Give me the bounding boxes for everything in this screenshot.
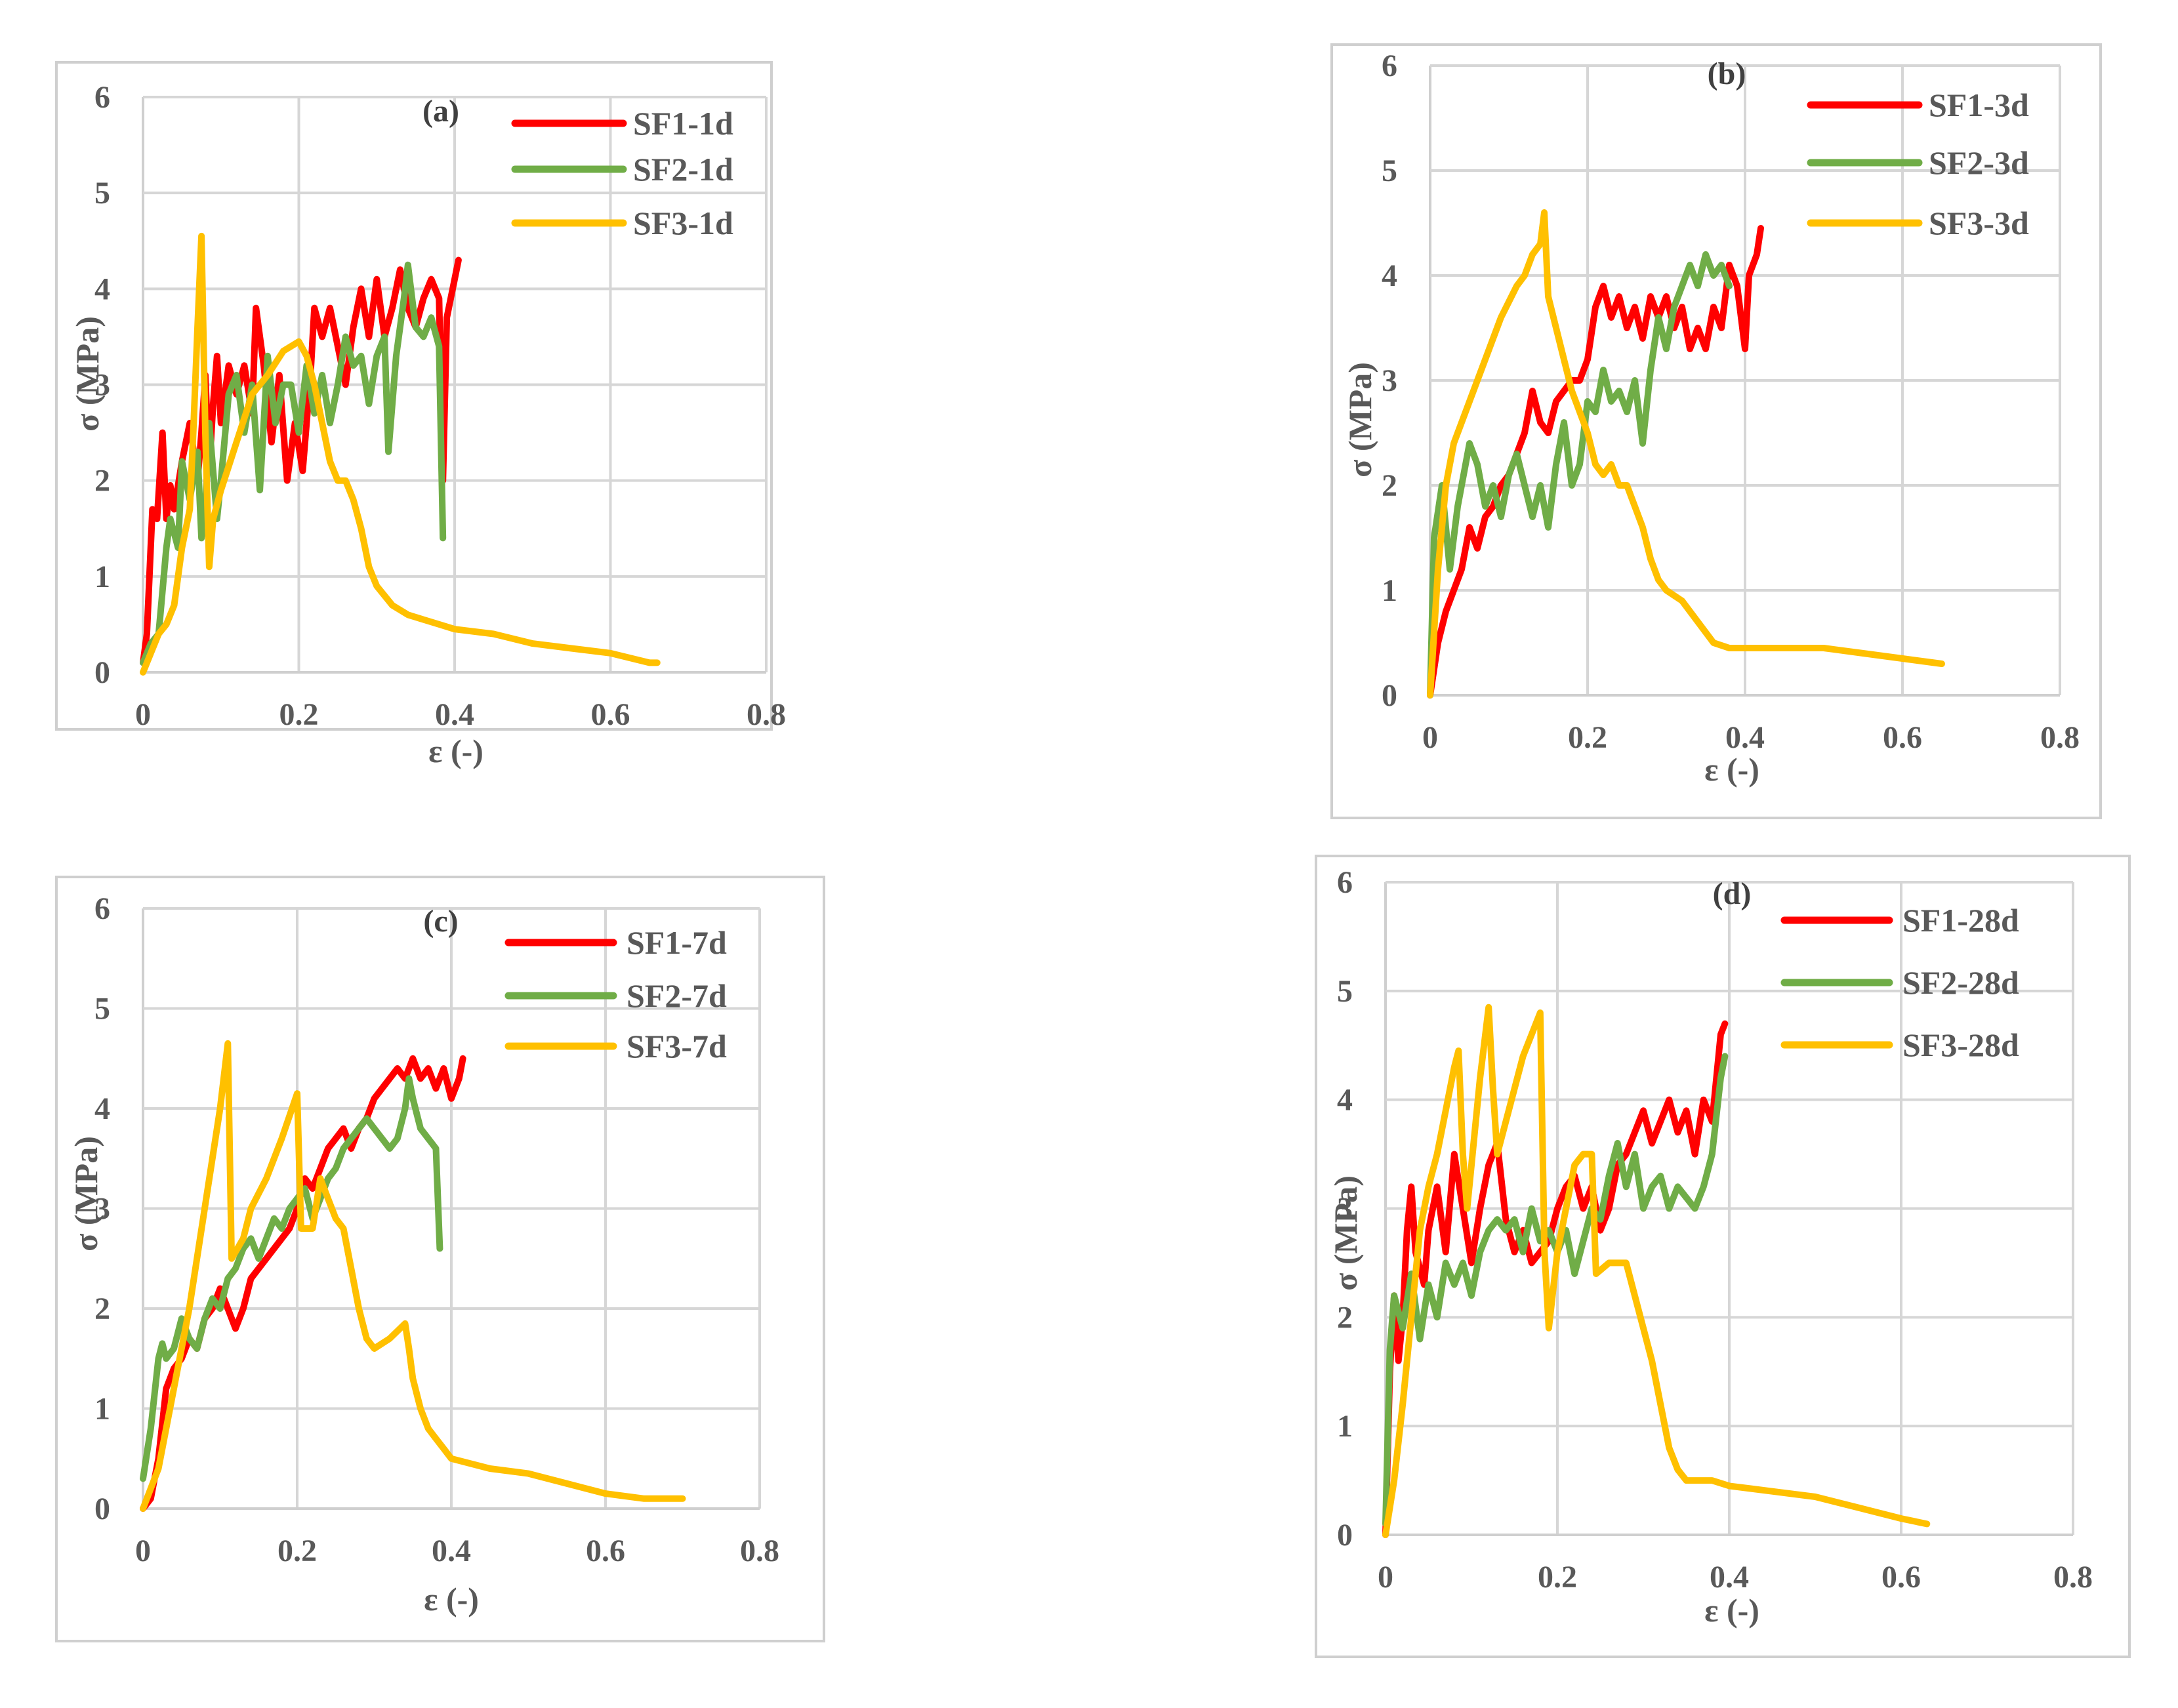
y-tick-label: 2 (1382, 468, 1397, 503)
x-tick-label: 0.2 (279, 697, 319, 732)
y-tick-label: 2 (94, 464, 110, 498)
legend-label: SF2-3d (1929, 144, 2029, 181)
panel-label: (b) (1708, 56, 1746, 91)
x-tick-label: 0.8 (747, 697, 786, 732)
y-tick-label: 3 (94, 368, 110, 403)
x-tick-label: 0.6 (591, 697, 630, 732)
y-tick-label: 0 (1337, 1518, 1353, 1553)
x-tick-label: 0.6 (1883, 720, 1922, 755)
x-tick-label: 0.4 (1710, 1560, 1749, 1595)
y-tick-label: 5 (94, 176, 110, 211)
y-tick-label: 6 (94, 891, 110, 926)
y-tick-label: 2 (1337, 1300, 1353, 1335)
x-tick-label: 0 (1422, 720, 1438, 755)
x-tick-label: 0.2 (277, 1534, 317, 1568)
x-tick-label: 0.8 (2040, 720, 2080, 755)
x-tick-label: 0.6 (586, 1534, 625, 1568)
legend-label: SF1-3d (1929, 87, 2029, 123)
x-tick-label: 0.8 (740, 1534, 779, 1568)
y-tick-label: 6 (94, 80, 110, 115)
x-tick-label: 0 (135, 1534, 151, 1568)
y-tick-label: 6 (1382, 49, 1397, 83)
series-line-SF3-28d (1382, 1004, 1931, 1538)
legend-label: SF1-1d (633, 105, 733, 142)
y-tick-label: 5 (1337, 974, 1353, 1009)
panel-label: (d) (1713, 876, 1752, 911)
series-line-SF3-1d (140, 232, 661, 676)
series-line-SF2-28d (1382, 1053, 1729, 1528)
series-line-SF1-3d (1427, 225, 1764, 699)
x-tick-label: 0 (135, 697, 151, 732)
y-tick-label: 4 (94, 1091, 110, 1126)
y-tick-label: 0 (1382, 678, 1397, 713)
series-line-SF2-3d (1427, 251, 1733, 699)
chart-panel-c: 0 0.2 0.4 0.6 0.8 0 1 2 3 4 5 6 ε (-) σ (MPa) (c) SF1-7… (55, 876, 825, 1642)
y-tick-label: 3 (1337, 1192, 1353, 1227)
legend-label: SF2-28d (1902, 964, 2019, 1001)
y-tick-label: 1 (94, 1392, 110, 1427)
y-axis-title: σ (MPa) (68, 1136, 104, 1251)
legend-label: SF3-3d (1929, 205, 2029, 241)
y-axis-title: σ (MPa) (1327, 1175, 1364, 1291)
x-tick-label: 0.2 (1568, 720, 1607, 755)
legend-label: SF3-28d (1902, 1027, 2019, 1063)
x-tick-label: 0.4 (1725, 720, 1765, 755)
y-axis-title: σ (MPa) (1342, 362, 1378, 478)
x-tick-label: 0.4 (432, 1534, 471, 1568)
series-line-SF3-3d (1427, 209, 1945, 699)
panel-label: (a) (422, 94, 459, 129)
y-tick-label: 6 (1337, 865, 1353, 900)
legend-label: SF3-1d (633, 205, 733, 241)
y-tick-label: 4 (1337, 1083, 1353, 1118)
legend-label: SF1-7d (627, 924, 727, 961)
y-tick-label: 4 (1382, 258, 1397, 293)
y-tick-label: 3 (1382, 363, 1397, 398)
y-tick-label: 1 (1337, 1409, 1353, 1444)
chart-panel-a: 0 0.2 0.4 0.6 0.8 0 1 2 3 4 5 6 ε (-) σ (MPa) (a) SF1-1… (55, 61, 786, 769)
panel-frame (55, 876, 825, 1642)
x-axis-title: ε (-) (424, 1581, 479, 1617)
panel-frame (1315, 855, 2131, 1658)
x-tick-label: 0.4 (435, 697, 474, 732)
chart-panel-b: 0 0.2 0.4 0.6 0.8 0 1 2 3 4 5 6 ε (-) σ (MPa) (b) SF1-3… (1330, 43, 2102, 819)
y-tick-label: 0 (94, 655, 110, 690)
y-tick-label: 5 (1382, 153, 1397, 188)
chart-panel-d: 0 0.2 0.4 0.6 0.8 0 1 2 3 4 5 6 ε (-) σ (MPa) (d) SF1-2… (1315, 855, 2131, 1658)
panel-label: (c) (423, 904, 458, 939)
series-line-SF2-7d (140, 1075, 443, 1482)
y-axis-title: σ (MPa) (69, 316, 106, 432)
x-tick-label: 0.8 (2053, 1560, 2093, 1595)
y-tick-label: 4 (94, 272, 110, 306)
legend-label: SF2-1d (633, 151, 733, 188)
x-tick-label: 0.6 (1881, 1560, 1921, 1595)
y-tick-label: 1 (94, 559, 110, 594)
legend-label: SF3-7d (627, 1028, 727, 1065)
y-tick-label: 2 (94, 1291, 110, 1326)
y-tick-label: 5 (94, 992, 110, 1027)
x-axis-title: ε (-) (1704, 751, 1759, 788)
legend-label: SF2-7d (627, 977, 727, 1014)
y-tick-label: 3 (94, 1192, 110, 1227)
x-tick-label: 0.2 (1538, 1560, 1577, 1595)
y-tick-label: 1 (1382, 573, 1397, 608)
y-tick-label: 0 (94, 1492, 110, 1526)
x-axis-title: ε (-) (428, 733, 483, 769)
series-line-SF3-7d (140, 1040, 686, 1512)
legend-label: SF1-28d (1902, 902, 2019, 939)
x-axis-title: ε (-) (1704, 1592, 1759, 1629)
x-tick-label: 0 (1378, 1560, 1393, 1595)
